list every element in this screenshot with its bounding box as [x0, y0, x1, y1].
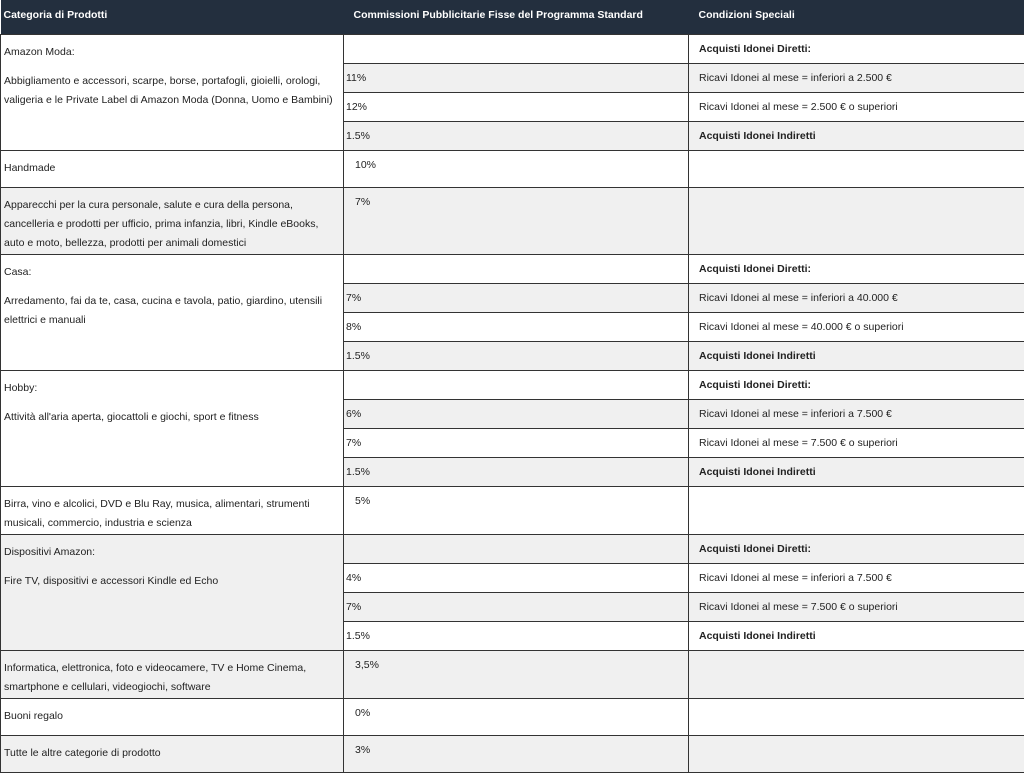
table-row: Dispositivi Amazon:Fire TV, dispositivi …: [1, 535, 1024, 564]
commission-rate: 8%: [344, 313, 689, 342]
special-condition: Acquisti Idonei Diretti:: [689, 255, 1024, 284]
special-condition: Acquisti Idonei Diretti:: [689, 371, 1024, 400]
category-description: Arredamento, fai da te, casa, cucina e t…: [4, 292, 340, 330]
special-condition: Acquisti Idonei Diretti:: [689, 35, 1024, 64]
special-condition: Acquisti Idonei Indiretti: [689, 342, 1024, 371]
category-cell: Buoni regalo: [1, 699, 344, 736]
table-row: Informatica, elettronica, foto e videoca…: [1, 651, 1024, 699]
commission-rate: 4%: [344, 564, 689, 593]
category-title: Hobby:: [4, 379, 340, 398]
special-condition: Acquisti Idonei Indiretti: [689, 622, 1024, 651]
commission-rate: [344, 535, 689, 564]
special-condition: Ricavi Idonei al mese = inferiori a 7.50…: [689, 564, 1024, 593]
special-condition: Acquisti Idonei Indiretti: [689, 122, 1024, 151]
category-cell: Hobby: Attività all'aria aperta, giocatto…: [1, 371, 344, 487]
table-header-row: Categoria di Prodotti Commissioni Pubbli…: [1, 0, 1024, 35]
category-cell: Tutte le altre categorie di prodotto: [1, 736, 344, 773]
commission-rate: 12%: [344, 93, 689, 122]
commission-rate: 3,5%: [344, 651, 689, 699]
commission-rate: 0%: [344, 699, 689, 736]
special-condition: [689, 151, 1024, 188]
special-condition: Acquisti Idonei Diretti:: [689, 535, 1024, 564]
commission-rate: [344, 255, 689, 284]
header-category: Categoria di Prodotti: [1, 0, 344, 35]
table-body: Amazon Moda: Abbigliamento e accessori, s…: [1, 35, 1024, 773]
category-title: Dispositivi Amazon:: [4, 543, 340, 562]
commission-rate: 1.5%: [344, 458, 689, 487]
special-condition: Ricavi Idonei al mese = 7.500 € o superi…: [689, 593, 1024, 622]
category-cell: Dispositivi Amazon: Fire TV, dispositivi …: [1, 535, 344, 651]
category-cell: Informatica, elettronica, foto e videoca…: [1, 651, 344, 699]
commission-rate: [344, 371, 689, 400]
special-condition: [689, 651, 1024, 699]
commission-rate: 11%: [344, 64, 689, 93]
category-title: Casa:: [4, 263, 340, 282]
header-conditions: Condizioni Speciali: [689, 0, 1024, 35]
category-cell: Birra, vino e alcolici, DVD e Blu Ray, m…: [1, 487, 344, 535]
commission-rate: 7%: [344, 284, 689, 313]
special-condition: Ricavi Idonei al mese = 40.000 € o super…: [689, 313, 1024, 342]
commission-rate: [344, 35, 689, 64]
special-condition: [689, 699, 1024, 736]
special-condition: Acquisti Idonei Indiretti: [689, 458, 1024, 487]
category-cell: Amazon Moda: Abbigliamento e accessori, s…: [1, 35, 344, 151]
commission-rate: 1.5%: [344, 622, 689, 651]
commission-rate: 1.5%: [344, 342, 689, 371]
commission-rate: 5%: [344, 487, 689, 535]
special-condition: Ricavi Idonei al mese = inferiori a 7.50…: [689, 400, 1024, 429]
category-description: Fire TV, dispositivi e accessori Kindle …: [4, 572, 340, 591]
category-cell: Apparecchi per la cura personale, salute…: [1, 188, 344, 255]
special-condition: [689, 736, 1024, 773]
special-condition: Ricavi Idonei al mese = inferiori a 40.0…: [689, 284, 1024, 313]
category-cell: Handmade: [1, 151, 344, 188]
special-condition: Ricavi Idonei al mese = 2.500 € o superi…: [689, 93, 1024, 122]
special-condition: [689, 487, 1024, 535]
special-condition: [689, 188, 1024, 255]
commission-rate: 7%: [344, 188, 689, 255]
table-row: Birra, vino e alcolici, DVD e Blu Ray, m…: [1, 487, 1024, 535]
table-row: Amazon Moda:Abbigliamento e accessori, s…: [1, 35, 1024, 64]
special-condition: Ricavi Idonei al mese = 7.500 € o superi…: [689, 429, 1024, 458]
commission-rate: 7%: [344, 593, 689, 622]
commission-rate: 1.5%: [344, 122, 689, 151]
commission-rate: 10%: [344, 151, 689, 188]
special-condition: Ricavi Idonei al mese = inferiori a 2.50…: [689, 64, 1024, 93]
category-title: Amazon Moda:: [4, 43, 340, 62]
table-row: Hobby:Attività all'aria aperta, giocatto…: [1, 371, 1024, 400]
header-commission: Commissioni Pubblicitarie Fisse del Prog…: [344, 0, 689, 35]
commission-rate: 3%: [344, 736, 689, 773]
category-cell: Casa: Arredamento, fai da te, casa, cucin…: [1, 255, 344, 371]
category-description: Abbigliamento e accessori, scarpe, borse…: [4, 72, 340, 110]
commission-rate: 6%: [344, 400, 689, 429]
table-row: Apparecchi per la cura personale, salute…: [1, 188, 1024, 255]
category-description: Attività all'aria aperta, giocattoli e g…: [4, 408, 340, 427]
table-row: Casa:Arredamento, fai da te, casa, cucin…: [1, 255, 1024, 284]
commission-rate: 7%: [344, 429, 689, 458]
